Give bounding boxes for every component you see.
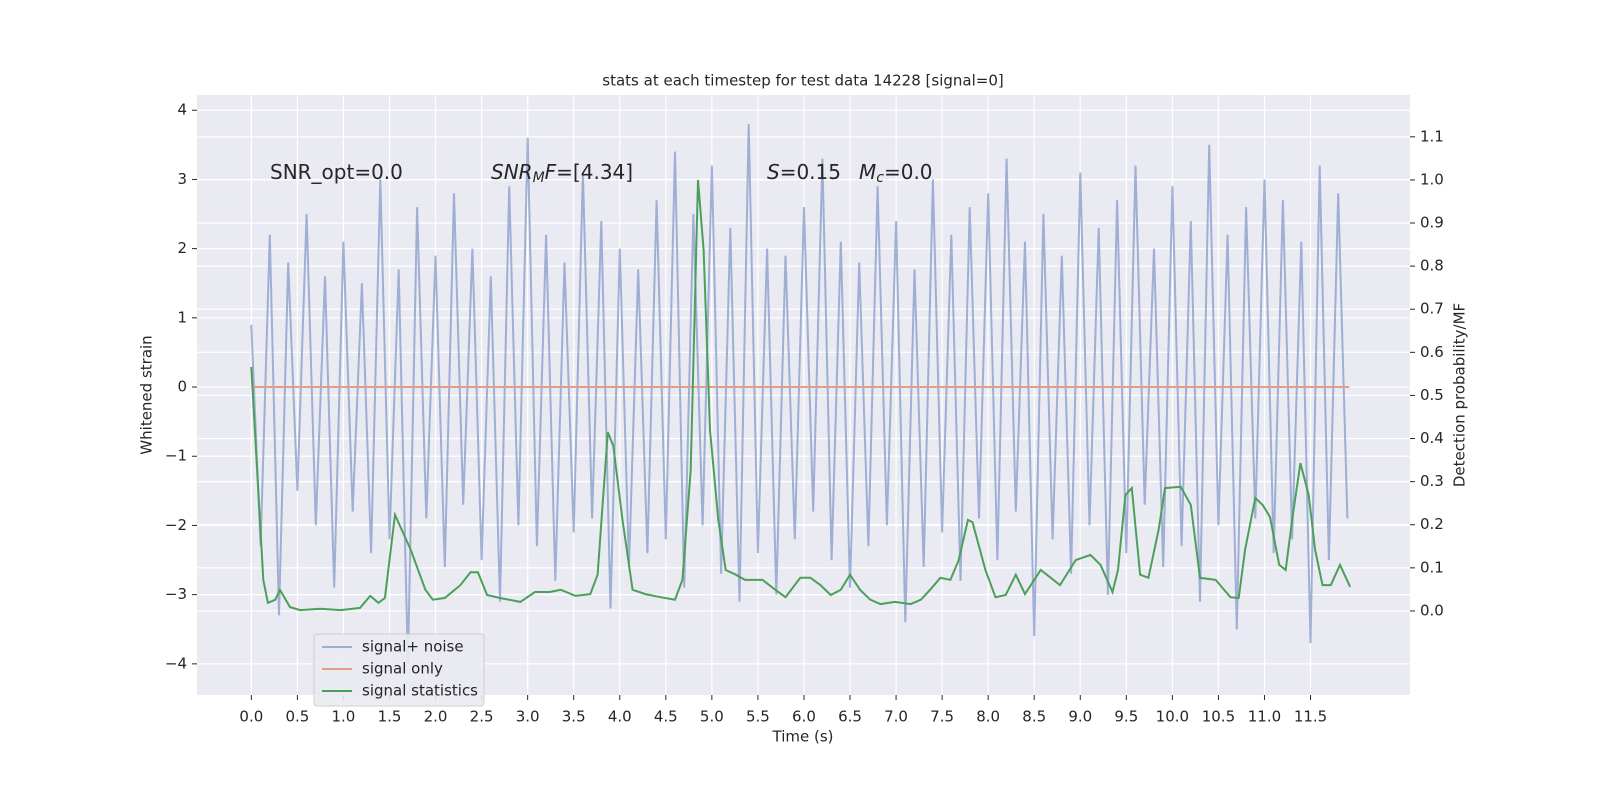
annotation-part: c — [876, 170, 884, 186]
annotation: SNR_opt=0.0 — [270, 160, 403, 184]
legend-label: signal statistics — [362, 682, 478, 700]
x-tick-label: 6.5 — [838, 708, 862, 726]
legend-box — [313, 633, 485, 707]
y2-tick-label: 1.0 — [1420, 170, 1444, 188]
x-tick-label: 11.5 — [1294, 708, 1327, 726]
y2-tick-label: 0.9 — [1420, 214, 1444, 232]
y-axis-label: Whitened strain — [138, 335, 156, 454]
annotation: SNRMF=[4.34] — [491, 160, 633, 187]
y2-tick-label: 0.4 — [1420, 429, 1444, 447]
x-tick-label: 2.0 — [424, 708, 448, 726]
y2-tick-label: 0.5 — [1420, 386, 1444, 404]
x-axis-label: Time (s) — [772, 728, 834, 746]
annotation-part: =0.0 — [884, 160, 933, 184]
y2-tick-label: 0.8 — [1420, 257, 1444, 275]
y-tick-label: −4 — [165, 654, 187, 672]
annotation-part: S — [767, 160, 780, 184]
annotation: S=0.15 — [767, 160, 841, 184]
y2-tick-label: 0.1 — [1420, 558, 1444, 576]
series-line — [250, 179, 1352, 612]
x-tick-label: 0.5 — [285, 708, 309, 726]
annotation-part: F — [545, 160, 557, 184]
x-tick-label: 5.5 — [746, 708, 770, 726]
x-tick-label: 9.5 — [1114, 708, 1138, 726]
annotation-part: =0.15 — [780, 160, 841, 184]
x-tick-label: 7.5 — [930, 708, 954, 726]
annotation: Mc=0.0 — [859, 160, 933, 187]
y-tick-label: −3 — [165, 585, 187, 603]
x-tick-label: 3.5 — [562, 708, 586, 726]
x-tick-label: 8.0 — [976, 708, 1000, 726]
x-tick-label: 10.5 — [1202, 708, 1235, 726]
y-tick-label: 0 — [177, 378, 187, 396]
x-tick-label: 8.5 — [1022, 708, 1046, 726]
x-tick-label: 5.0 — [700, 708, 724, 726]
annotation-part: SNR_opt=0.0 — [270, 160, 403, 184]
x-tick-label: 11.0 — [1248, 708, 1281, 726]
x-tick-label: 0.0 — [239, 708, 263, 726]
x-tick-label: 1.0 — [332, 708, 356, 726]
series-line — [250, 124, 1349, 664]
y2-tick-label: 0.6 — [1420, 343, 1444, 361]
legend-label: signal+ noise — [362, 638, 464, 656]
y-tick-label: −1 — [165, 447, 187, 465]
x-tick-label: 1.5 — [378, 708, 402, 726]
x-tick-label: 6.0 — [792, 708, 816, 726]
chart-title: stats at each timestep for test data 142… — [602, 72, 1003, 90]
y-tick-label: 1 — [177, 308, 187, 326]
x-tick-label: 4.5 — [654, 708, 678, 726]
annotation-part: =[4.34] — [556, 160, 633, 184]
annotation-part: M — [533, 170, 545, 186]
annotation-part: M — [859, 160, 876, 184]
y2-tick-label: 0.7 — [1420, 300, 1444, 318]
legend-label: signal only — [362, 660, 443, 678]
x-tick-label: 9.0 — [1068, 708, 1092, 726]
y2-tick-label: 1.1 — [1420, 127, 1444, 145]
y2-tick-label: 0.2 — [1420, 515, 1444, 533]
y2-axis-label: Detection probability/MF — [1451, 303, 1469, 487]
x-tick-label: 2.5 — [470, 708, 494, 726]
x-tick-label: 10.0 — [1156, 708, 1189, 726]
x-tick-label: 7.0 — [884, 708, 908, 726]
y-tick-label: 2 — [177, 239, 187, 257]
y2-tick-label: 0.0 — [1420, 601, 1444, 619]
annotation-part: SNR — [491, 160, 533, 184]
x-tick-label: 4.0 — [608, 708, 632, 726]
y-tick-label: 3 — [177, 170, 187, 188]
y-tick-label: −2 — [165, 516, 187, 534]
x-tick-label: 3.0 — [516, 708, 540, 726]
y-tick-label: 4 — [177, 101, 187, 119]
y2-tick-label: 0.3 — [1420, 472, 1444, 490]
